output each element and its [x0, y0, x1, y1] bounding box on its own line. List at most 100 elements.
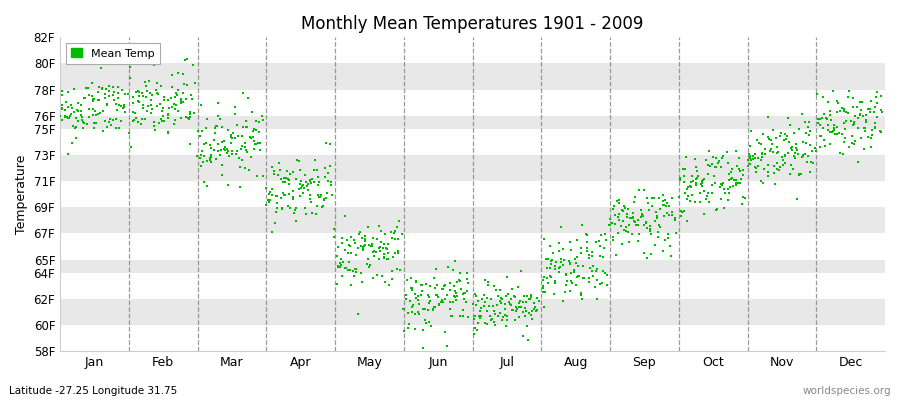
Point — [507, 293, 521, 300]
Point — [249, 118, 264, 124]
Point — [596, 254, 610, 260]
Point — [442, 299, 456, 305]
Point — [788, 149, 803, 156]
Point — [647, 195, 662, 201]
Point — [540, 255, 554, 262]
Point — [761, 162, 776, 168]
Point — [748, 164, 762, 171]
Point — [310, 166, 324, 173]
Point — [346, 268, 360, 274]
Point — [246, 134, 260, 140]
Point — [770, 166, 784, 172]
Point — [351, 230, 365, 237]
Point — [799, 130, 814, 136]
Point — [126, 100, 140, 106]
Point — [722, 190, 736, 196]
Point — [349, 252, 364, 258]
Point — [644, 250, 658, 257]
Point — [364, 242, 378, 249]
Point — [738, 194, 752, 201]
Point — [781, 139, 796, 146]
Point — [193, 155, 207, 162]
Point — [503, 302, 517, 308]
Point — [548, 262, 562, 269]
Point — [238, 118, 253, 124]
Point — [530, 294, 544, 301]
Point — [386, 254, 400, 260]
Point — [201, 116, 215, 122]
Point — [171, 108, 185, 114]
Point — [588, 284, 602, 290]
Point — [705, 161, 719, 168]
Point — [290, 157, 304, 164]
Point — [268, 209, 283, 216]
Point — [360, 261, 374, 267]
Point — [344, 234, 358, 240]
Point — [847, 118, 861, 125]
Point — [203, 144, 218, 151]
Point — [445, 313, 459, 320]
Point — [459, 298, 473, 305]
Point — [662, 203, 677, 210]
Point — [590, 266, 604, 272]
Point — [838, 134, 852, 141]
Point — [64, 111, 78, 118]
Point — [657, 202, 671, 208]
Point — [86, 106, 100, 112]
Point — [175, 100, 189, 106]
Point — [817, 137, 832, 143]
Point — [429, 266, 444, 272]
Point — [824, 117, 838, 123]
Point — [474, 296, 489, 302]
Point — [746, 156, 760, 162]
Point — [744, 128, 759, 134]
Point — [665, 211, 680, 218]
Point — [174, 96, 188, 102]
Point — [621, 228, 635, 235]
Point — [861, 134, 876, 140]
Point — [467, 331, 482, 337]
Point — [432, 301, 446, 307]
Point — [590, 266, 604, 272]
Point — [586, 272, 600, 279]
Point — [477, 303, 491, 310]
Point — [874, 93, 888, 100]
Point — [286, 210, 301, 216]
Point — [328, 226, 342, 232]
Point — [810, 116, 824, 122]
Point — [837, 139, 851, 145]
Point — [692, 190, 706, 196]
Point — [688, 156, 703, 162]
Point — [100, 123, 114, 130]
Point — [138, 116, 152, 122]
Point — [770, 160, 785, 166]
Point — [636, 250, 651, 257]
Point — [500, 274, 515, 280]
Point — [803, 142, 817, 148]
Point — [716, 153, 730, 159]
Point — [494, 295, 508, 301]
Point — [208, 125, 222, 132]
Point — [282, 180, 296, 187]
Point — [631, 217, 645, 224]
Point — [864, 98, 878, 104]
Point — [814, 115, 829, 121]
Point — [243, 154, 257, 160]
Point — [422, 294, 436, 300]
Point — [235, 143, 249, 149]
Point — [767, 162, 781, 169]
Point — [745, 152, 760, 159]
Point — [344, 250, 358, 256]
Point — [488, 322, 502, 328]
Point — [356, 234, 370, 241]
Point — [71, 108, 86, 114]
Point — [392, 218, 406, 224]
Point — [814, 132, 828, 139]
Point — [347, 236, 362, 243]
Point — [817, 111, 832, 117]
Point — [792, 126, 806, 132]
Point — [416, 306, 430, 312]
Point — [750, 137, 764, 144]
Point — [357, 236, 372, 242]
Point — [748, 155, 762, 161]
